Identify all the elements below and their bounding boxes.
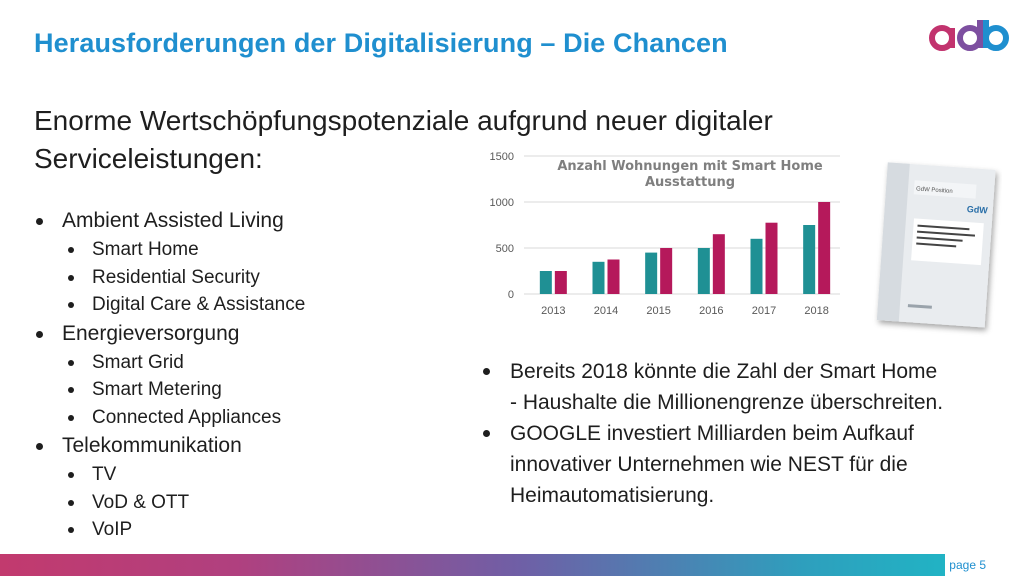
gdw-document-image: GdW Position GdW <box>876 162 996 328</box>
service-list: Ambient Assisted Living Smart Home Residen… <box>34 206 305 544</box>
adb-logo <box>929 20 1009 51</box>
y-tick-label: 1500 <box>490 151 514 163</box>
x-tick-label: 2013 <box>541 305 565 317</box>
list-item-label: Telekommunikation <box>62 434 242 457</box>
doc-brand: GdW <box>966 204 988 215</box>
bar <box>539 271 552 294</box>
bar <box>645 252 658 294</box>
x-tick-label: 2015 <box>646 305 670 317</box>
x-tick-label: 2017 <box>752 305 776 317</box>
doc-tag: GdW Position <box>916 186 953 195</box>
list-item: Ambient Assisted Living <box>34 206 305 236</box>
bar <box>803 225 816 294</box>
sub-list-item: Smart Metering <box>34 376 305 404</box>
fact-item: GOOGLE investiert Milliarden beim Aufkau… <box>480 418 950 511</box>
facts-list: Bereits 2018 könnte die Zahl der Smart H… <box>480 356 950 511</box>
sub-list-item: TV <box>34 461 305 489</box>
footer-bar <box>0 554 945 576</box>
x-tick-label: 2018 <box>804 305 828 317</box>
sub-list-item: Smart Home <box>34 236 305 264</box>
bar <box>607 259 620 294</box>
sub-list-item: VoIP <box>34 516 305 544</box>
y-tick-label: 0 <box>508 289 514 301</box>
page-number: page 5 <box>949 558 986 572</box>
y-tick-label: 500 <box>496 243 514 255</box>
chart-title: Anzahl Wohnungen mit Smart Home <box>557 159 823 174</box>
list-item: Energieversorgung <box>34 319 305 349</box>
bar <box>712 234 725 294</box>
headline: Enorme Wertschöpfungspotenziale aufgrund… <box>34 105 773 174</box>
bar <box>660 248 673 294</box>
list-item-label: Ambient Assisted Living <box>62 209 284 232</box>
sub-list-item: Residential Security <box>34 264 305 292</box>
bar <box>554 271 567 294</box>
x-tick-label: 2014 <box>594 305 618 317</box>
sub-list: Smart Grid Smart Metering Connected Applia… <box>34 349 305 432</box>
bar <box>750 238 763 294</box>
sub-list-item: VoD & OTT <box>34 489 305 517</box>
sub-list: TV VoD & OTT VoIP <box>34 461 305 544</box>
bar <box>765 222 778 294</box>
bar <box>818 202 831 294</box>
chart-title: Ausstattung <box>645 175 735 190</box>
slide-title: Herausforderungen der Digitalisierung – … <box>34 28 728 58</box>
list-item-label: Energieversorgung <box>62 321 240 345</box>
smart-home-bar-chart: 0 500 1000 1500 Anzahl Wohnungen mit Smart H… <box>490 151 840 317</box>
y-tick-label: 1000 <box>490 197 514 209</box>
x-tick-label: 2016 <box>699 305 723 317</box>
sub-list-item: Digital Care & Assistance <box>34 291 305 319</box>
bar <box>592 261 605 294</box>
sub-list-item: Connected Appliances <box>34 404 305 432</box>
bar <box>697 248 710 294</box>
fact-item: Bereits 2018 könnte die Zahl der Smart H… <box>480 356 950 418</box>
sub-list: Smart Home Residential Security Digital Ca… <box>34 236 305 319</box>
list-item: Telekommunikation <box>34 431 305 461</box>
sub-list-item: Smart Grid <box>34 349 305 377</box>
